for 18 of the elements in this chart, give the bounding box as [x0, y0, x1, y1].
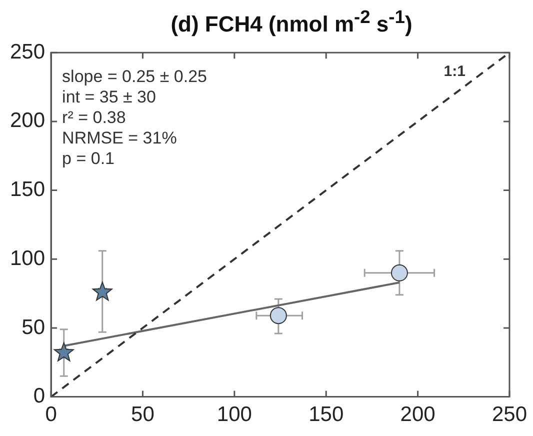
annotation: 1:1 [444, 63, 466, 80]
annotation: slope = 0.25 ± 0.25 int = 35 ± 30 r² = 0.38 NRMSE = 31% p = 0.1 [62, 66, 208, 168]
y-tick-label: 150 [10, 178, 46, 202]
y-tick-label: 250 [10, 40, 46, 64]
y-tick-label: 200 [10, 109, 46, 132]
y-tick-label: 50 [22, 316, 46, 339]
y-tick-label: 0 [33, 384, 46, 408]
x-tick-label: 250 [492, 403, 528, 426]
point [54, 342, 74, 362]
point [92, 282, 112, 301]
point [390, 264, 408, 282]
chart-title: (d) FCH4 (nmol m$^{-2}$ s$^{-1}$) [170, 5, 414, 36]
x-tick-label: 100 [216, 403, 252, 426]
x-tick-label: 200 [400, 403, 436, 426]
x-tick-label: 50 [131, 403, 154, 426]
y-tick-label: 100 [10, 246, 46, 270]
point [270, 307, 287, 324]
x-tick-label: 150 [308, 403, 344, 426]
